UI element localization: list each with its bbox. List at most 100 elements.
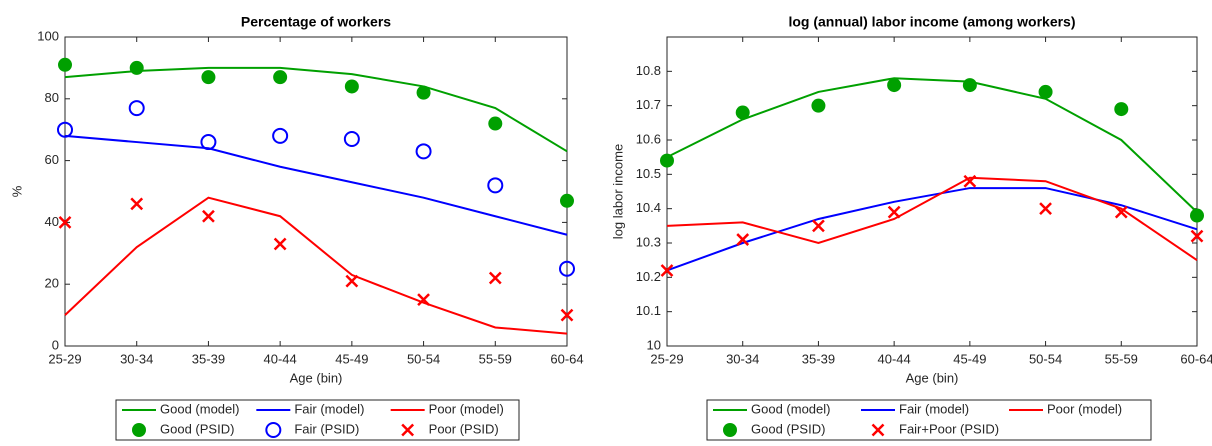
y-tick-label: 10.8 [636,63,661,78]
legend-box [706,399,1152,441]
data-point [272,127,289,144]
x-tick-label: 45-49 [953,351,986,366]
x-axis-label: Age (bin) [290,370,343,385]
legend-label: Fair (PSID) [294,421,359,436]
data-point [1190,229,1204,243]
data-point [57,121,73,138]
data-point [200,134,217,151]
data-point [887,205,901,219]
y-tick-label: 10.6 [636,131,661,146]
data-point [202,209,215,223]
plot-area [666,36,1198,347]
data-point [962,78,977,93]
title: log (annual) labor income (among workers… [788,14,1075,30]
x-tick-label: 55-59 [1105,351,1138,366]
legend-label: Good (model) [160,401,239,416]
data-point [660,153,674,168]
x-tick-label: 30-34 [120,351,153,366]
y-axis-label: % [9,185,24,197]
y-tick-label: 10.7 [636,97,661,112]
data-point [1114,102,1129,117]
x-tick-label: 25-29 [650,351,683,366]
legend-swatch [265,422,282,438]
y-tick-label: 0 [52,337,59,352]
series-line [666,77,1198,213]
legend: Good (model) Fair (model) Poor (model) Good… [115,399,520,441]
data-point [887,78,902,93]
y-tick-label: 20 [45,276,59,291]
data-point [1039,202,1052,216]
legend-label: Fair (model) [294,401,364,416]
y-tick-label: 100 [37,28,59,43]
data-point [58,216,72,229]
data-point [660,264,674,277]
data-point [415,143,432,160]
x-axis-label: Age (bin) [906,370,959,385]
data-point [417,293,430,307]
data-point [560,308,574,322]
y-tick-label: 10.2 [636,269,661,284]
x-tick-label: 55-59 [479,351,512,366]
data-point [273,70,288,85]
data-point [735,105,750,120]
data-point [201,70,216,85]
y-tick-label: 60 [45,152,59,167]
data-point [560,193,574,208]
x-tick-label: 35-39 [802,351,835,366]
data-point [559,260,575,277]
x-tick-label: 30-34 [726,351,759,366]
legend-swatch [723,423,737,437]
data-point [343,130,360,147]
data-point [487,177,504,194]
data-point [344,79,359,94]
data-point [345,274,359,288]
data-point [1190,208,1204,223]
data-point [811,98,826,113]
legend-label: Poor (model) [429,401,504,416]
legend-label: Poor (model) [1047,401,1122,416]
series-line [64,196,568,335]
series-line [666,176,1198,261]
data-point [1114,205,1128,219]
data-point [963,174,977,188]
legend-label: Fair (model) [899,401,969,416]
y-tick-label: 10 [647,337,661,352]
y-tick-label: 10.4 [636,200,661,215]
x-tick-label: 40-44 [878,351,911,366]
legend-label: Good (PSID) [751,421,825,436]
y-tick-label: 80 [45,90,59,105]
legend-label: Good (PSID) [160,421,234,436]
data-point [128,100,145,117]
series-line [666,187,1198,272]
x-tick-label: 50-54 [407,351,440,366]
y-tick-label: 10.3 [636,234,661,249]
x-tick-label: 45-49 [335,351,368,366]
data-point [736,233,750,246]
y-tick-label: 10.5 [636,166,661,181]
plot-area [64,36,568,347]
legend-label: Poor (PSID) [429,421,499,436]
data-point [129,60,144,75]
data-point [1038,84,1053,99]
data-point [812,219,825,233]
y-axis-label: log labor income [610,144,625,239]
x-tick-label: 35-39 [192,351,225,366]
legend-label: Fair+Poor (PSID) [899,421,999,436]
legend-swatch [401,423,415,437]
legend-swatch [871,423,885,437]
x-tick-label: 60-64 [1180,351,1212,366]
y-tick-label: 10.1 [636,303,661,318]
legend-label: Good (model) [751,401,830,416]
data-point [488,116,503,131]
x-tick-label: 40-44 [264,351,297,366]
data-point [130,197,144,211]
data-point [273,237,287,251]
data-point [416,85,431,100]
data-point [58,57,72,72]
title: Percentage of workers [241,14,391,30]
legend-swatch [132,423,146,437]
x-tick-label: 50-54 [1029,351,1062,366]
x-tick-label: 60-64 [550,351,583,366]
x-tick-label: 25-29 [48,351,81,366]
